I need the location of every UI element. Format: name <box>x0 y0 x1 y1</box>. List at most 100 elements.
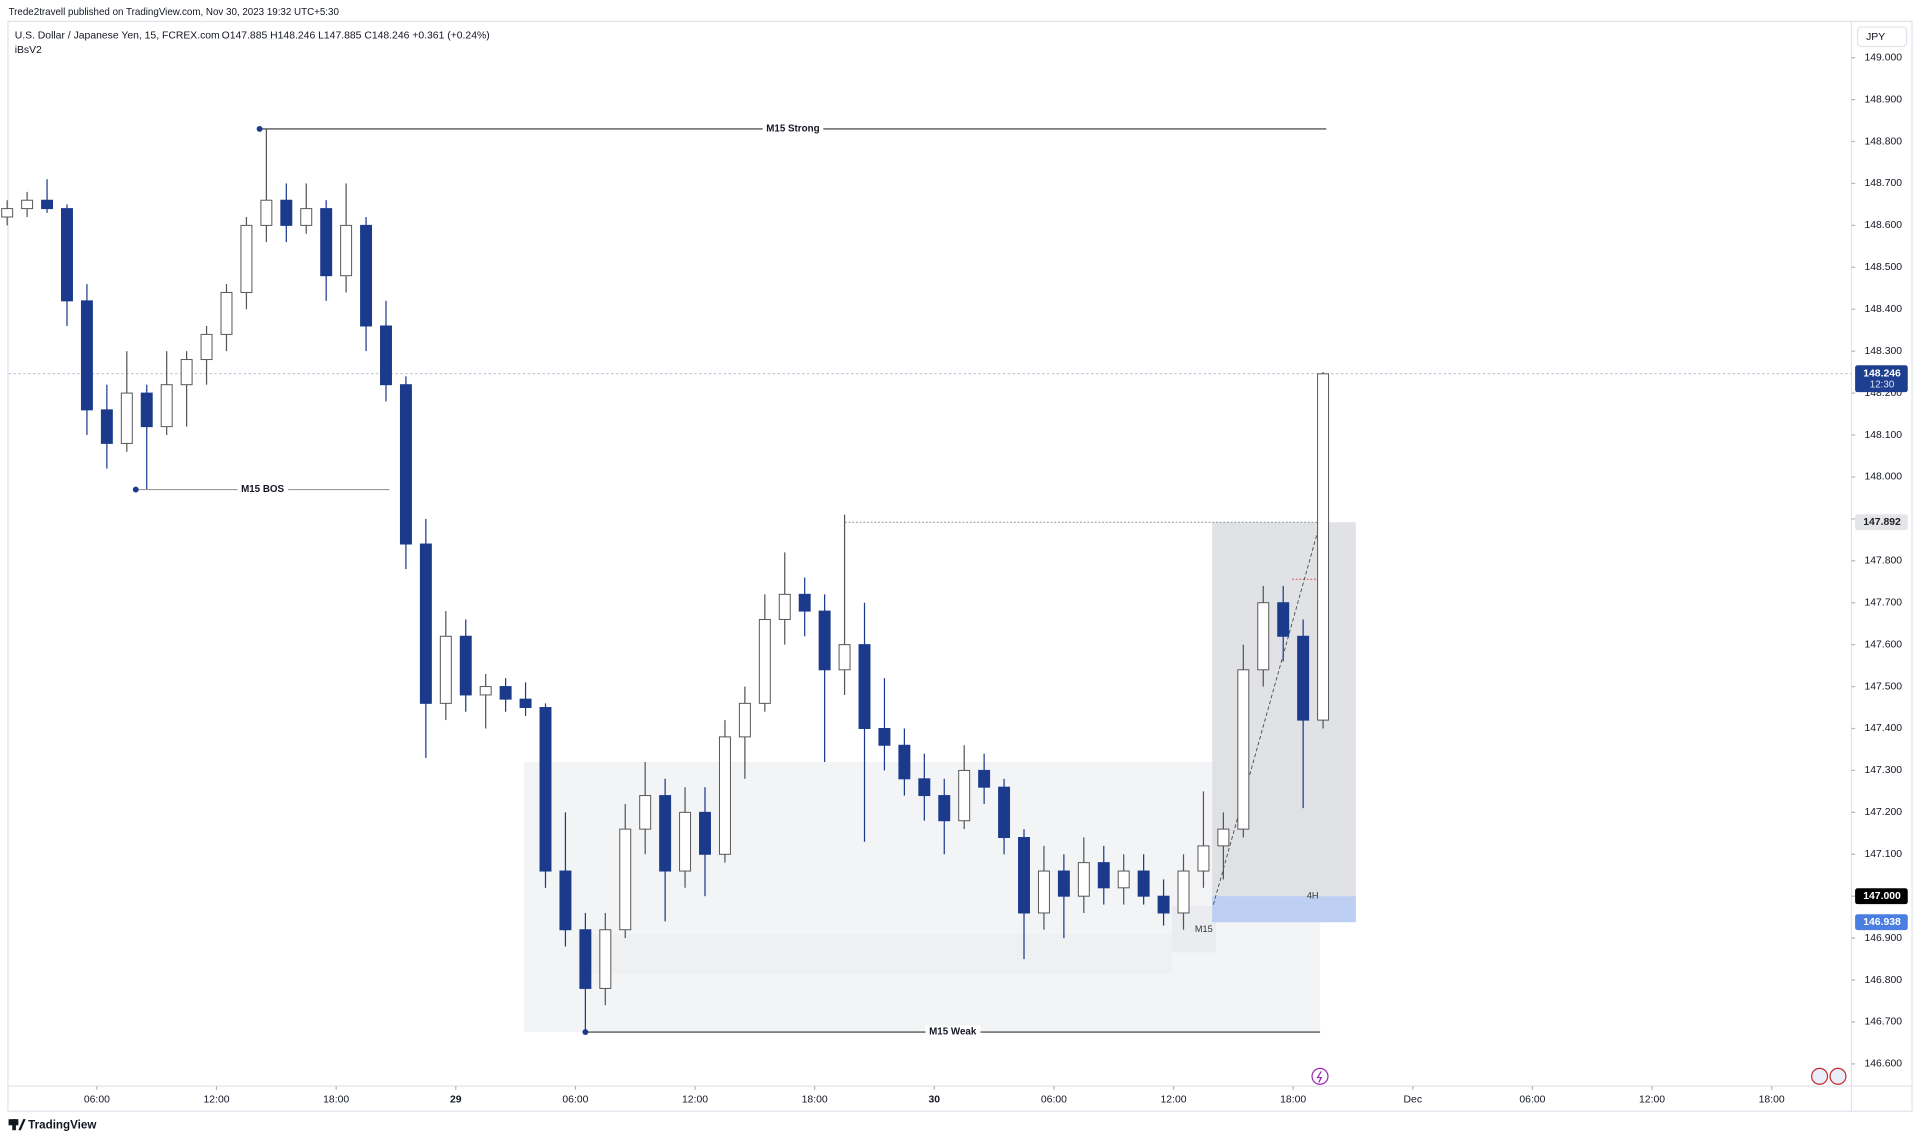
x-tick-label: 12:00 <box>1639 1094 1665 1105</box>
y-tick-label: 148.500 <box>1864 262 1902 273</box>
trend-line <box>1213 522 1321 905</box>
candle-body <box>599 929 612 989</box>
level-label: M15 Weak <box>929 1027 977 1038</box>
y-tick-label: 146.900 <box>1864 933 1902 944</box>
candle-body <box>1077 862 1090 897</box>
level-label: M15 Strong <box>766 124 819 135</box>
candle-body <box>619 828 632 931</box>
level-label-bg <box>237 482 289 497</box>
y-tick-label: 148.700 <box>1864 178 1902 189</box>
y-tick-label: 147.300 <box>1864 765 1902 776</box>
candle-body <box>639 795 652 830</box>
zone <box>585 934 1172 974</box>
candle-body <box>1037 870 1050 914</box>
candle-body <box>200 333 213 361</box>
y-tick-label: 147.500 <box>1864 681 1902 692</box>
x-tick-label: 29 <box>450 1094 462 1105</box>
candle-body <box>818 610 831 671</box>
y-tick-label: 146.700 <box>1864 1017 1902 1028</box>
tv-logo[interactable]: TradingView <box>8 1118 98 1131</box>
candle-body <box>41 199 54 210</box>
price-label-box <box>1855 914 1908 931</box>
candle-body <box>360 224 373 327</box>
candle-body <box>340 224 353 277</box>
candle-body <box>240 224 253 293</box>
candle-body <box>120 392 133 444</box>
y-tick-label: 148.600 <box>1864 220 1902 231</box>
currency-button[interactable] <box>1856 26 1908 48</box>
currency[interactable]: JPY <box>1866 32 1885 43</box>
ohlc: O147.885 H148.246 L147.885 C148.246 +0.3… <box>222 30 490 41</box>
x-tick-label: 18:00 <box>1280 1094 1306 1105</box>
candle-body <box>21 199 34 210</box>
x-tick-label: 06:00 <box>562 1094 588 1105</box>
candle-body <box>419 543 432 704</box>
candle-body <box>778 593 791 620</box>
y-tick-label: 148.400 <box>1864 304 1902 315</box>
annotation: 4H <box>1307 891 1319 901</box>
publisher: Trede2travell published on TradingView.c… <box>9 7 340 18</box>
candle-body <box>459 635 472 696</box>
level-label: M15 BOS <box>241 484 284 495</box>
y-tick-label: 148.800 <box>1864 136 1902 147</box>
candle-body <box>1257 602 1270 671</box>
events-icon-bolt <box>1316 1071 1323 1083</box>
price-label: 147.892 <box>1863 517 1901 528</box>
candle-body <box>1018 837 1030 914</box>
x-tick-label: 18:00 <box>323 1094 349 1105</box>
x-tick-label: 12:00 <box>682 1094 708 1105</box>
y-tick-label: 146.800 <box>1864 975 1902 986</box>
chart-frame <box>7 20 1913 1112</box>
flag-icon[interactable] <box>1829 1067 1847 1085</box>
x-tick-label: 18:00 <box>802 1094 828 1105</box>
candle-body <box>1117 870 1130 889</box>
y-tick-label: 148.200 <box>1864 388 1902 399</box>
x-tick-label: Dec <box>1404 1094 1422 1105</box>
candle-body <box>519 698 532 709</box>
countdown: 12:30 <box>1870 379 1895 390</box>
candle-body <box>1237 669 1250 830</box>
y-tick-label: 147.100 <box>1864 849 1902 860</box>
candle-body <box>320 208 333 277</box>
x-tick-label: 18:00 <box>1759 1094 1785 1105</box>
zone <box>1212 522 1356 923</box>
candle-body <box>918 778 931 797</box>
y-tick-label: 146.600 <box>1864 1059 1902 1070</box>
zone <box>1171 905 1217 953</box>
candle-body <box>878 728 891 746</box>
plot: 146.600 146.700 146.800 146.900 147.000 147.1… <box>1 52 1908 1105</box>
symbol: U.S. Dollar / Japanese Yen, 15, FCREX.co… <box>15 30 220 41</box>
candle-body <box>838 644 851 671</box>
candle-body <box>140 392 153 428</box>
y-tick-label: 147.600 <box>1864 639 1902 650</box>
logo-mark <box>12 1119 16 1131</box>
y-tick-label: 148.300 <box>1864 346 1902 357</box>
level-anchor <box>582 1029 589 1035</box>
price-label: 147.000 <box>1863 891 1901 902</box>
flag-icon[interactable] <box>1811 1067 1829 1085</box>
level-label-bg <box>925 1025 981 1039</box>
candle-body <box>958 769 971 822</box>
candle-body <box>300 208 313 226</box>
candle-body <box>1197 845 1210 872</box>
candle-body <box>1297 635 1310 721</box>
last-price: 148.246 <box>1863 369 1901 380</box>
y-tick-label: 148.900 <box>1864 94 1902 105</box>
x-tick-label: 06:00 <box>1041 1094 1067 1105</box>
candle-body <box>1157 895 1170 914</box>
candle-body <box>798 593 811 612</box>
y-tick-label: 147.800 <box>1864 556 1902 567</box>
candle-body <box>1277 602 1290 637</box>
candle-body <box>718 736 731 855</box>
candle-body <box>399 384 412 545</box>
events-icon[interactable] <box>1311 1067 1329 1085</box>
candle-body <box>100 409 113 444</box>
candle-body <box>1217 828 1230 847</box>
candle-body <box>659 795 672 872</box>
price-label-box <box>1855 888 1908 905</box>
zone <box>1212 896 1356 923</box>
y-tick-label: 148.000 <box>1864 472 1902 483</box>
x-tick-label: 12:00 <box>1161 1094 1187 1105</box>
candle-body <box>1057 870 1070 897</box>
